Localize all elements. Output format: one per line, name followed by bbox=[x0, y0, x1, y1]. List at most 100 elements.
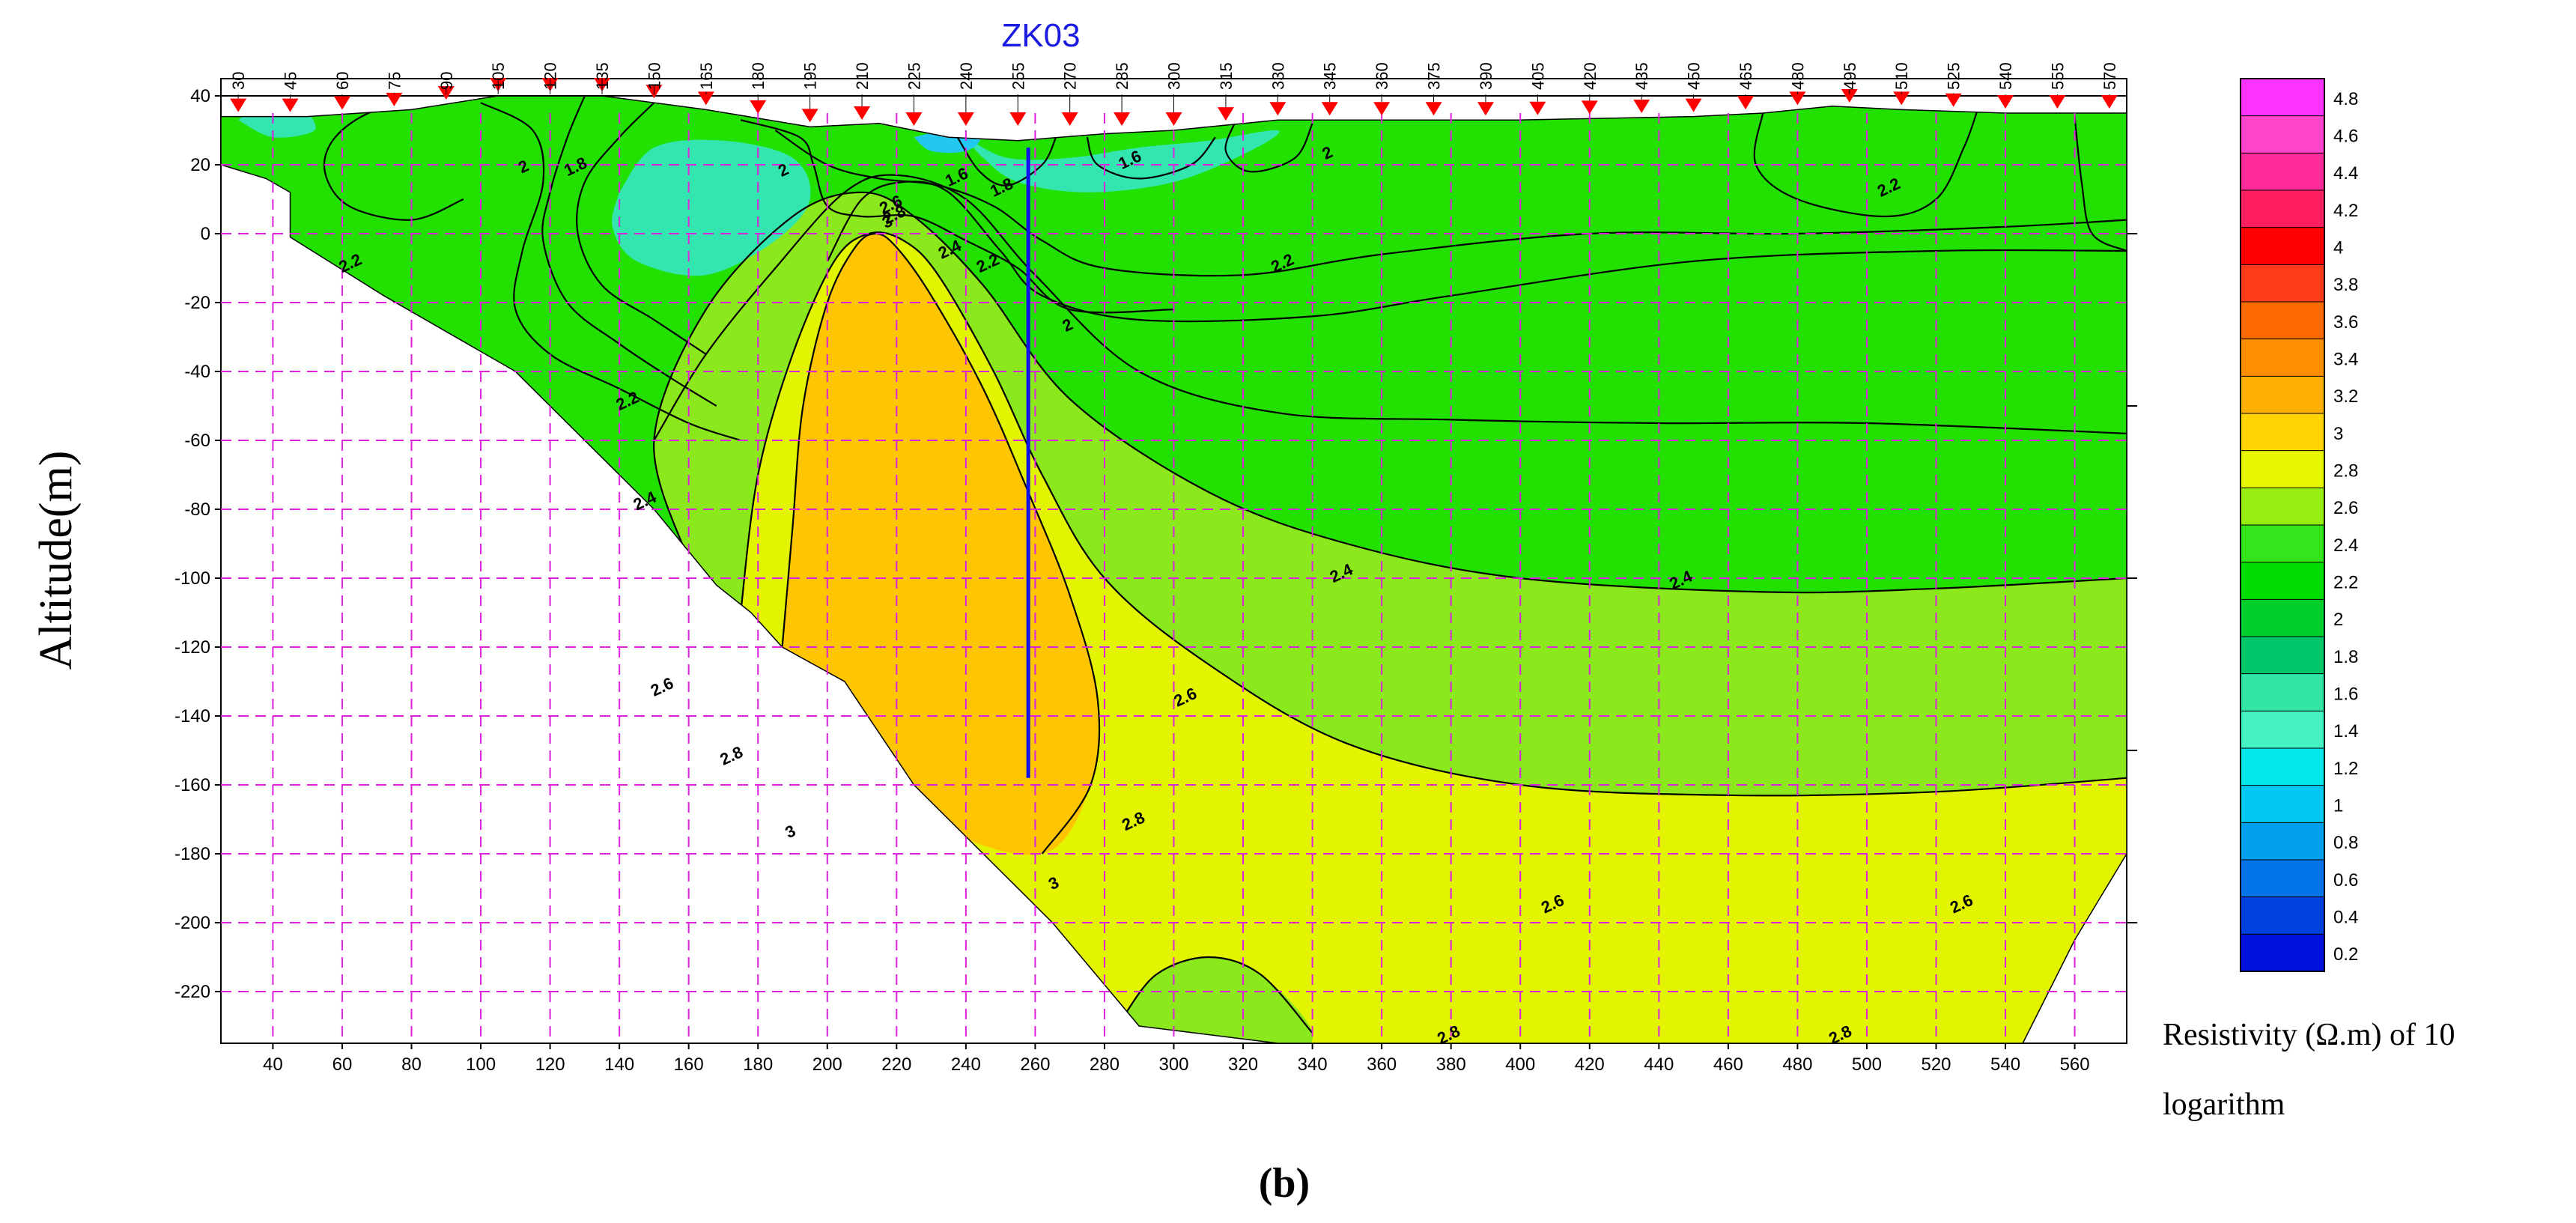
colorbar-swatch-16 bbox=[2241, 673, 2324, 711]
station-label-540: 540 bbox=[1996, 62, 2015, 90]
x-tick-label-60: 60 bbox=[332, 1054, 353, 1075]
colorbar-swatch-8 bbox=[2241, 376, 2324, 414]
y-axis: 40 20 0 -20 -40 -60 -80 -100 -120 -140 -160 -180 -20… bbox=[174, 86, 221, 1002]
station-marker-60 bbox=[333, 96, 350, 110]
contour-line-0 bbox=[480, 102, 741, 442]
colorbar-tick-11: 2.6 bbox=[2333, 498, 2358, 518]
station-label-495: 495 bbox=[1841, 62, 1859, 90]
station-marker-405 bbox=[1529, 101, 1546, 115]
y-tick-label-0: 0 bbox=[201, 224, 210, 244]
x-tick-label-240: 240 bbox=[951, 1054, 981, 1075]
station-marker-390 bbox=[1477, 102, 1494, 116]
station-label-330: 330 bbox=[1269, 62, 1287, 90]
colorbar-swatch-12 bbox=[2241, 525, 2324, 563]
colorbar-tick-2: 4.4 bbox=[2333, 163, 2358, 183]
station-label-450: 450 bbox=[1685, 62, 1704, 90]
colorbar-tick-1: 4.6 bbox=[2333, 127, 2358, 147]
colorbar-swatch-13 bbox=[2241, 562, 2324, 600]
contour-line-15 bbox=[955, 133, 1057, 186]
station-label-570: 570 bbox=[2100, 62, 2119, 90]
station-label-195: 195 bbox=[801, 62, 820, 90]
x-tick-label-40: 40 bbox=[263, 1054, 283, 1075]
colorbar-swatch-1 bbox=[2241, 115, 2324, 154]
x-tick-label-360: 360 bbox=[1367, 1054, 1397, 1075]
y-tick-label--220: -220 bbox=[174, 982, 210, 1002]
colorbar-swatch-21 bbox=[2241, 860, 2324, 898]
station-marker-240 bbox=[957, 112, 974, 126]
x-tick-label-460: 460 bbox=[1713, 1054, 1743, 1075]
station-marker-165 bbox=[697, 91, 714, 106]
colorbar-tick-5: 3.8 bbox=[2333, 275, 2358, 295]
colorbar-swatch-22 bbox=[2241, 896, 2324, 935]
station-label-225: 225 bbox=[905, 62, 923, 90]
figure-label: (b) bbox=[1259, 1160, 1310, 1207]
x-tick-label-80: 80 bbox=[401, 1054, 422, 1075]
station-label-270: 270 bbox=[1061, 62, 1080, 90]
colorbar-tick-20: 0.8 bbox=[2333, 833, 2358, 853]
station-marker-375 bbox=[1425, 102, 1442, 116]
station-marker-465 bbox=[1737, 96, 1754, 110]
zone-cyan-anomaly-2 bbox=[965, 130, 1280, 192]
colorbar-swatch-19 bbox=[2241, 785, 2324, 823]
colorbar-swatch-6 bbox=[2241, 302, 2324, 340]
y-tick-label--100: -100 bbox=[174, 568, 210, 589]
right-axis-ticks bbox=[2127, 233, 2137, 923]
station-marker-270 bbox=[1061, 112, 1078, 126]
station-marker-420 bbox=[1581, 100, 1598, 115]
station-label-240: 240 bbox=[957, 62, 976, 90]
contour-line-10 bbox=[781, 232, 1101, 855]
x-tick-label-160: 160 bbox=[674, 1054, 704, 1075]
y-axis-title: Altitude(m) bbox=[31, 451, 82, 670]
y-tick-label--20: -20 bbox=[184, 293, 210, 313]
station-label-360: 360 bbox=[1373, 62, 1391, 90]
colorbar-swatch-4 bbox=[2241, 227, 2324, 265]
station-label-345: 345 bbox=[1321, 62, 1340, 90]
y-tick-label--200: -200 bbox=[174, 913, 210, 933]
station-label-405: 405 bbox=[1528, 62, 1547, 90]
colorbar: 4.8 4.6 4.4 4.2 4 3.8 3.6 3.4 3.2 3 2.8 2.6 2.4 2.2 2 1… bbox=[2240, 78, 2358, 972]
station-label-300: 300 bbox=[1165, 62, 1184, 90]
y-tick-label--160: -160 bbox=[174, 775, 210, 795]
zone-orange-body bbox=[782, 234, 1100, 855]
x-tick-label-480: 480 bbox=[1782, 1054, 1812, 1075]
station-label-45: 45 bbox=[282, 72, 300, 90]
x-tick-label-220: 220 bbox=[881, 1054, 911, 1075]
station-label-120: 120 bbox=[541, 62, 560, 90]
colorbar-tick-18: 1.2 bbox=[2333, 759, 2358, 779]
station-marker-525 bbox=[1945, 93, 1962, 107]
colorbar-swatch-5 bbox=[2241, 264, 2324, 303]
colorbar-tick-10: 2.8 bbox=[2333, 461, 2358, 482]
station-label-135: 135 bbox=[593, 62, 612, 90]
x-axis: 40 60 80 100 120 140 160 180 200 220 240 260 280 300 3… bbox=[263, 1043, 2090, 1075]
contour-line-14 bbox=[1224, 119, 1313, 173]
station-label-555: 555 bbox=[2048, 62, 2067, 90]
station-marker-480 bbox=[1789, 91, 1806, 106]
contour-line-16 bbox=[1121, 956, 1313, 1034]
contour-line-4 bbox=[740, 119, 1174, 314]
y-tick-label--180: -180 bbox=[174, 844, 210, 864]
x-tick-label-380: 380 bbox=[1436, 1054, 1466, 1075]
y-tick-label-20: 20 bbox=[190, 155, 210, 175]
colorbar-swatch-17 bbox=[2241, 711, 2324, 749]
colorbar-swatch-18 bbox=[2241, 748, 2324, 786]
station-label-420: 420 bbox=[1581, 62, 1600, 90]
contour-line-6 bbox=[826, 180, 2127, 323]
station-marker-495 bbox=[1841, 88, 1858, 103]
colorbar-label-line1: Resistivity (Ω.m) of 10 bbox=[2163, 1018, 2455, 1052]
station-markers: 30 45 60 75 90 105 120 135 150 165 180 195 210 225 240… bbox=[221, 62, 2127, 126]
colorbar-swatch-9 bbox=[2241, 413, 2324, 452]
colorbar-tick-19: 1 bbox=[2333, 796, 2343, 816]
station-label-435: 435 bbox=[1632, 62, 1651, 90]
colorbar-swatch-2 bbox=[2241, 153, 2324, 191]
station-marker-540 bbox=[1997, 95, 2014, 109]
colorbar-tick-15: 1.8 bbox=[2333, 647, 2358, 667]
colorbar-swatch-20 bbox=[2241, 822, 2324, 861]
x-tick-label-400: 400 bbox=[1505, 1054, 1535, 1075]
colorbar-tick-23: 0.2 bbox=[2333, 944, 2358, 965]
station-label-390: 390 bbox=[1477, 62, 1495, 90]
x-tick-label-280: 280 bbox=[1090, 1054, 1120, 1075]
colorbar-swatch-23 bbox=[2241, 934, 2324, 972]
station-marker-195 bbox=[801, 109, 818, 123]
colorbar-swatch-10 bbox=[2241, 450, 2324, 488]
